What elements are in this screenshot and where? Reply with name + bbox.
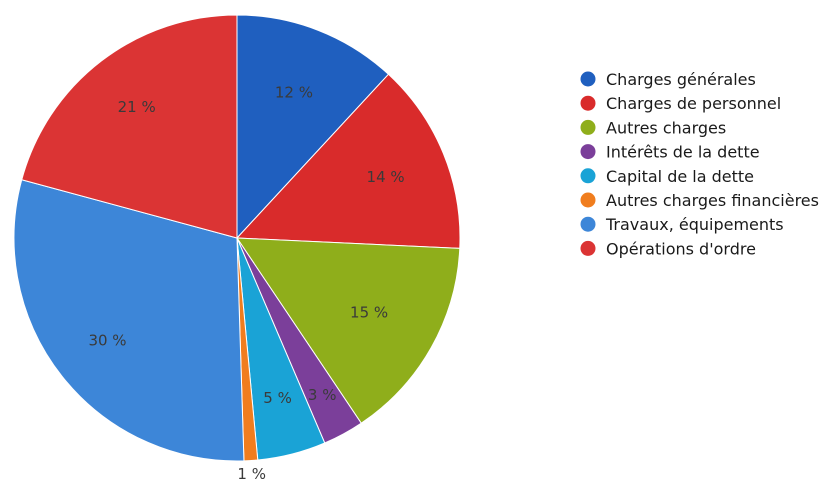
slice-value-label: 15 % [350, 304, 388, 322]
legend-marker [580, 168, 596, 184]
pie-slice [21, 14, 238, 239]
legend-marker [580, 119, 596, 135]
legend: Charges générales Charges de personnel Aut… [580, 70, 819, 258]
slice-value-label: 3 % [308, 386, 337, 404]
slice-value-label: 12 % [275, 84, 313, 102]
pie-slice [13, 179, 245, 462]
slice-labels: 12 % 14 % 15 % 3 % 5 % 1 % 30 % 21 % [88, 84, 404, 479]
legend-label: Capital de la dette [606, 167, 754, 186]
legend-label: Travaux, équipements [605, 215, 784, 234]
slice-value-label: 1 % [237, 465, 266, 479]
slice-value-label: 5 % [263, 389, 292, 407]
pie-slice [236, 237, 461, 424]
legend-label: Autres charges [606, 118, 726, 137]
legend-marker [580, 71, 596, 87]
legend-marker [580, 144, 596, 160]
legend-label: Opérations d'ordre [606, 239, 756, 258]
legend-marker [580, 192, 596, 208]
pie-slice [235, 73, 461, 249]
legend-marker [580, 95, 596, 111]
slice-value-label: 14 % [367, 168, 405, 186]
legend-label: Autres charges financières [606, 191, 819, 210]
pie-slice [236, 14, 390, 240]
slice-value-label: 21 % [118, 98, 156, 116]
legend-label: Charges générales [606, 70, 756, 89]
pie-slices [13, 14, 461, 462]
slice-value-label: 30 % [88, 331, 126, 349]
legend-marker [580, 216, 596, 232]
legend-label: Charges de personnel [606, 94, 781, 113]
legend-label: Intérêts de la dette [606, 143, 760, 162]
legend-marker [580, 240, 596, 256]
